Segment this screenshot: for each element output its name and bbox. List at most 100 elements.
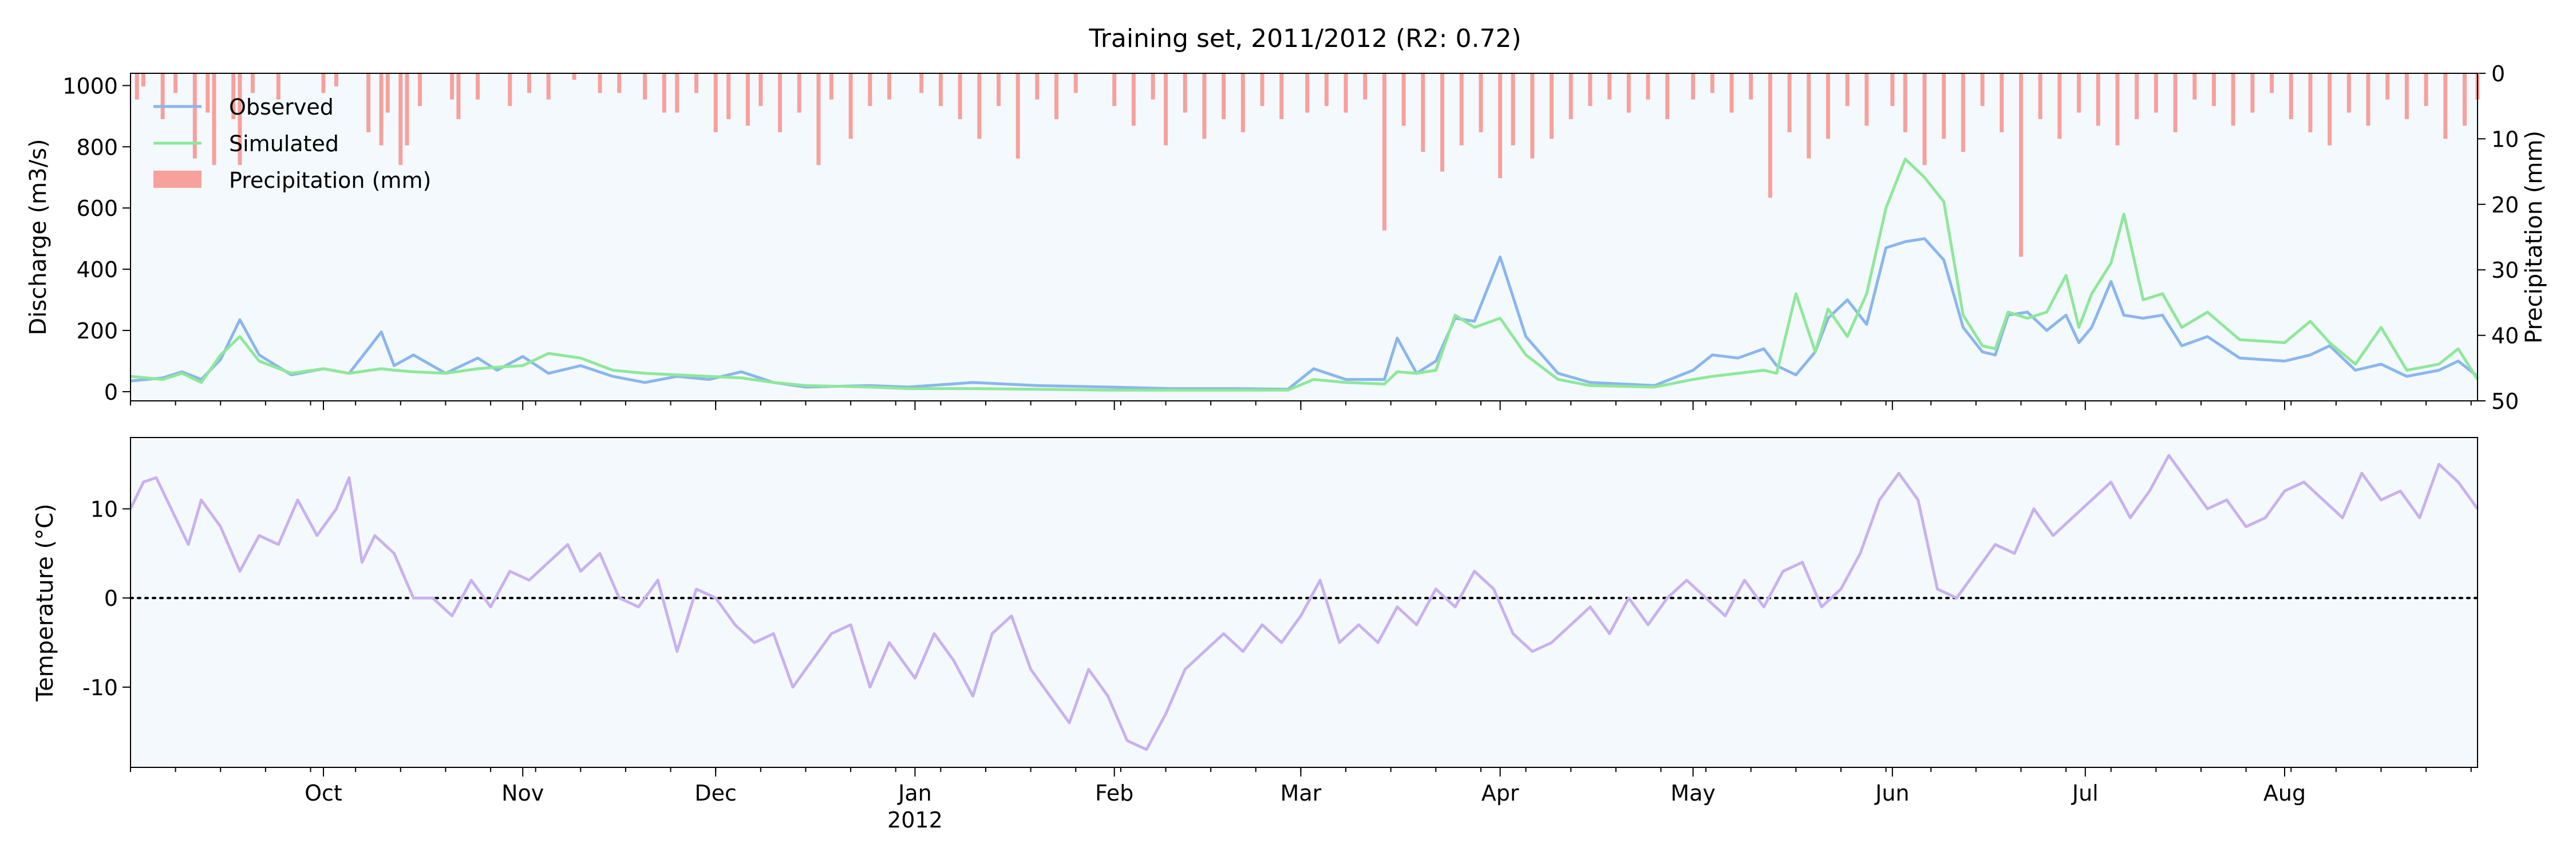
temperature-tick-label: -10 [82, 675, 118, 700]
precipitation-tick-label: 20 [2491, 192, 2519, 218]
precipitation-bar [2443, 73, 2448, 139]
precipitation-bar [2424, 73, 2428, 107]
precipitation-y-axis-label: Precipitation (mm) [2521, 131, 2547, 344]
precipitation-bar [938, 73, 943, 107]
precipitation-bar [2231, 73, 2235, 126]
precipitation-bar [1691, 73, 1696, 100]
legend-precipitation-swatch [153, 171, 202, 188]
x-tick-label: Jun [1874, 781, 1909, 806]
precipitation-bar [868, 73, 872, 107]
precipitation-bar [546, 73, 551, 100]
x-tick-label: Dec [694, 781, 737, 806]
discharge-plot-frame [130, 73, 2478, 401]
precipitation-bar [1112, 73, 1117, 107]
precipitation-bar [1131, 73, 1136, 126]
precipitation-bar [2346, 73, 2351, 113]
precipitation-bar [1073, 73, 1078, 93]
precipitation-bar [1845, 73, 1850, 107]
precipitation-bar [1807, 73, 1811, 159]
precipitation-bar [1183, 73, 1187, 113]
precipitation-bar [726, 73, 731, 120]
precipitation-bar [1549, 73, 1554, 139]
x-axis-year-label: 2012 [887, 807, 943, 833]
precipitation-bar [1260, 73, 1265, 107]
precipitation-bar [1202, 73, 1207, 139]
precipitation-bar [405, 73, 409, 145]
precipitation-bar [173, 73, 178, 93]
precipitation-tick-label: 30 [2491, 258, 2519, 283]
discharge-tick-label: 1000 [62, 73, 118, 98]
precipitation-bar [1511, 73, 1515, 145]
precipitation-bar [816, 73, 821, 166]
precipitation-bar [1440, 73, 1445, 172]
simulated-line [130, 157, 2479, 392]
temperature-line [129, 454, 2479, 751]
temperature-plot-frame [130, 437, 2478, 768]
precipitation-bar [643, 73, 647, 100]
precipitation-bar [1363, 73, 1368, 100]
precipitation-tick-label: 40 [2491, 324, 2519, 349]
precipitation-bar [212, 73, 216, 166]
precipitation-bar [1903, 73, 1907, 132]
chart-title: Training set, 2011/2012 (R2: 0.72) [1088, 24, 1521, 53]
precipitation-bar [919, 73, 924, 93]
precipitation-bar [2135, 73, 2139, 120]
precipitation-bar [829, 73, 833, 100]
precipitation-bar [2077, 73, 2081, 113]
precipitation-bar [1787, 73, 1792, 132]
precipitation-bar [238, 73, 242, 166]
discharge-y-ticks: 0 200 400 600 800 1000 [62, 73, 131, 405]
precipitation-bar [1607, 73, 1612, 100]
discharge-tick-label: 0 [104, 380, 118, 405]
precipitation-bar [2018, 73, 2023, 257]
precipitation-bar [598, 73, 602, 93]
precipitation-bar [1626, 73, 1631, 113]
precipitation-bar [135, 73, 139, 100]
precipitation-bar [1279, 73, 1284, 120]
precipitation-bar [2192, 73, 2197, 100]
precipitation-bar [1401, 73, 1406, 126]
precipitation-bar [1961, 73, 1965, 152]
precipitation-bar [1665, 73, 1670, 120]
precipitation-bar [977, 73, 982, 139]
precipitation-bar [848, 73, 853, 139]
precipitation-bar [2057, 73, 2062, 139]
precipitation-bar [2250, 73, 2255, 113]
precipitation-bar [476, 73, 480, 100]
precipitation-bar [2328, 73, 2332, 145]
temperature-y-ticks: -10 0 10 [82, 497, 131, 700]
precipitation-bar [1942, 73, 1946, 139]
precipitation-bar [1646, 73, 1650, 100]
discharge-tick-label: 400 [76, 257, 118, 282]
precipitation-bar [1588, 73, 1593, 107]
x-tick-label: Oct [305, 781, 342, 806]
precipitation-bar [2404, 73, 2409, 120]
precipitation-bar [276, 73, 280, 100]
x-tick-label: Nov [501, 781, 544, 806]
precipitation-bar [206, 73, 210, 113]
precipitation-bar [1479, 73, 1483, 132]
precipitation-bar [450, 73, 455, 100]
precipitation-bar [527, 73, 531, 93]
precipitation-bar [1826, 73, 1830, 139]
precipitation-bar [334, 73, 338, 86]
precipitation-bar [1344, 73, 1348, 113]
precipitation-bar [231, 73, 236, 120]
precipitation-bar [662, 73, 666, 113]
discharge-y-axis-label: Discharge (m3/s) [25, 139, 52, 335]
precipitation-bar [379, 73, 384, 145]
precipitation-bar [617, 73, 622, 93]
precipitation-bar [675, 73, 679, 113]
discharge-tick-label: 200 [76, 318, 118, 344]
precipitation-bar [1163, 73, 1168, 145]
temperature-y-axis-label: Temperature (°C) [32, 503, 58, 702]
x-tick-label: Feb [1095, 781, 1133, 806]
precipitation-bar [1459, 73, 1464, 145]
x-tick-label: May [1670, 781, 1716, 806]
x-tick-label: Aug [2263, 781, 2306, 806]
precipitation-bar [2463, 73, 2467, 126]
precipitation-bar [2289, 73, 2293, 120]
temperature-tick-label: 10 [90, 497, 118, 522]
discharge-tick-label: 600 [76, 196, 118, 221]
